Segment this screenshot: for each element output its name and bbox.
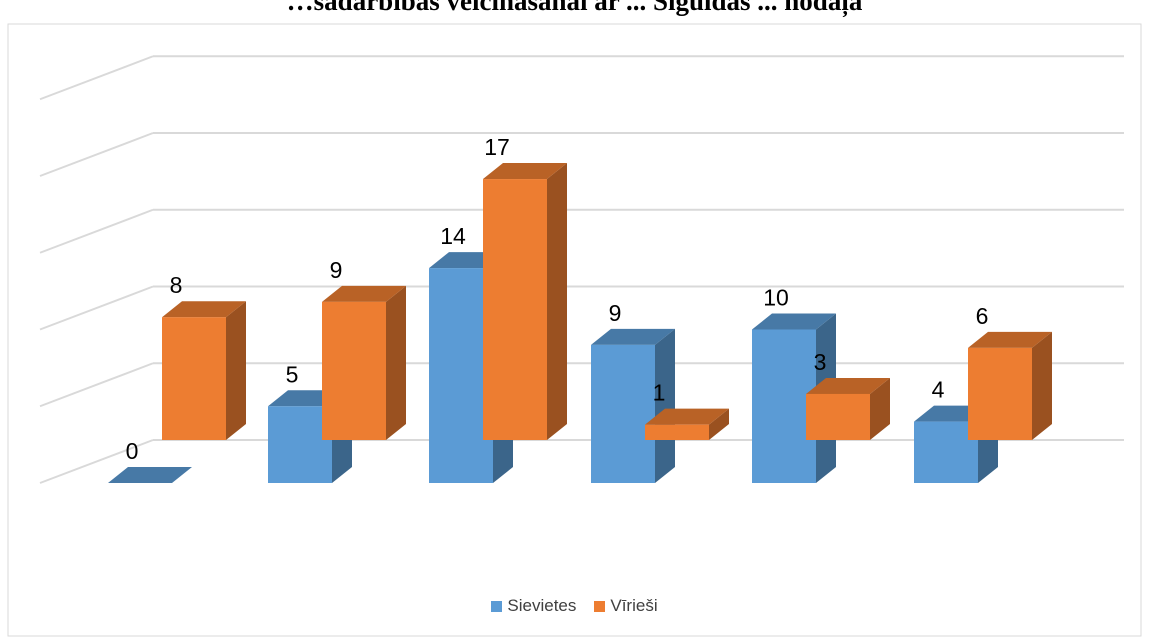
bar-virieshi-5	[968, 331, 1052, 440]
gridline-side	[39, 285, 154, 331]
legend-swatch-sievietes	[491, 600, 503, 612]
chart-border	[7, 23, 1142, 637]
legend-swatch-virieshi	[594, 600, 606, 612]
bar-virieshi-1	[322, 285, 406, 440]
legend-label-sievietes: Sievietes	[507, 596, 577, 615]
bar-virieshi-2	[483, 163, 567, 441]
gridline-side	[39, 439, 154, 484]
data-label-sievietes-4: 10	[763, 285, 789, 311]
bar-virieshi-0	[162, 301, 246, 440]
legend: Sievietes Vīrieši	[0, 596, 1149, 616]
gridline-side	[39, 362, 154, 408]
data-label-sievietes-5: 4	[932, 377, 945, 403]
data-label-sievietes-0: 0	[126, 438, 139, 464]
gridline-side	[39, 55, 154, 101]
gridline-side	[39, 208, 154, 254]
data-label-sievietes-3: 9	[609, 300, 622, 326]
legend-item-sievietes: Sievietes	[491, 596, 576, 616]
data-label-virieshi-5: 6	[976, 303, 989, 329]
legend-label-virieshi: Vīrieši	[610, 596, 658, 615]
bar-sievietes-3	[591, 328, 675, 483]
gridline-side	[39, 132, 154, 177]
data-label-sievietes-1: 5	[286, 361, 299, 387]
bar-virieshi-3	[645, 408, 729, 440]
data-label-virieshi-0: 8	[170, 272, 183, 298]
data-label-virieshi-2: 17	[484, 134, 510, 160]
bar-virieshi-4	[806, 377, 890, 440]
data-label-sievietes-2: 14	[440, 223, 466, 249]
data-label-virieshi-4: 3	[814, 349, 827, 375]
data-label-virieshi-1: 9	[330, 257, 343, 283]
chart-title: …sadarbības veicināšanai ar ... Siguldas…	[286, 0, 863, 16]
legend-item-virieshi: Vīrieši	[594, 596, 658, 616]
data-label-virieshi-3: 1	[653, 380, 666, 406]
bar-sievietes-0	[108, 467, 192, 483]
